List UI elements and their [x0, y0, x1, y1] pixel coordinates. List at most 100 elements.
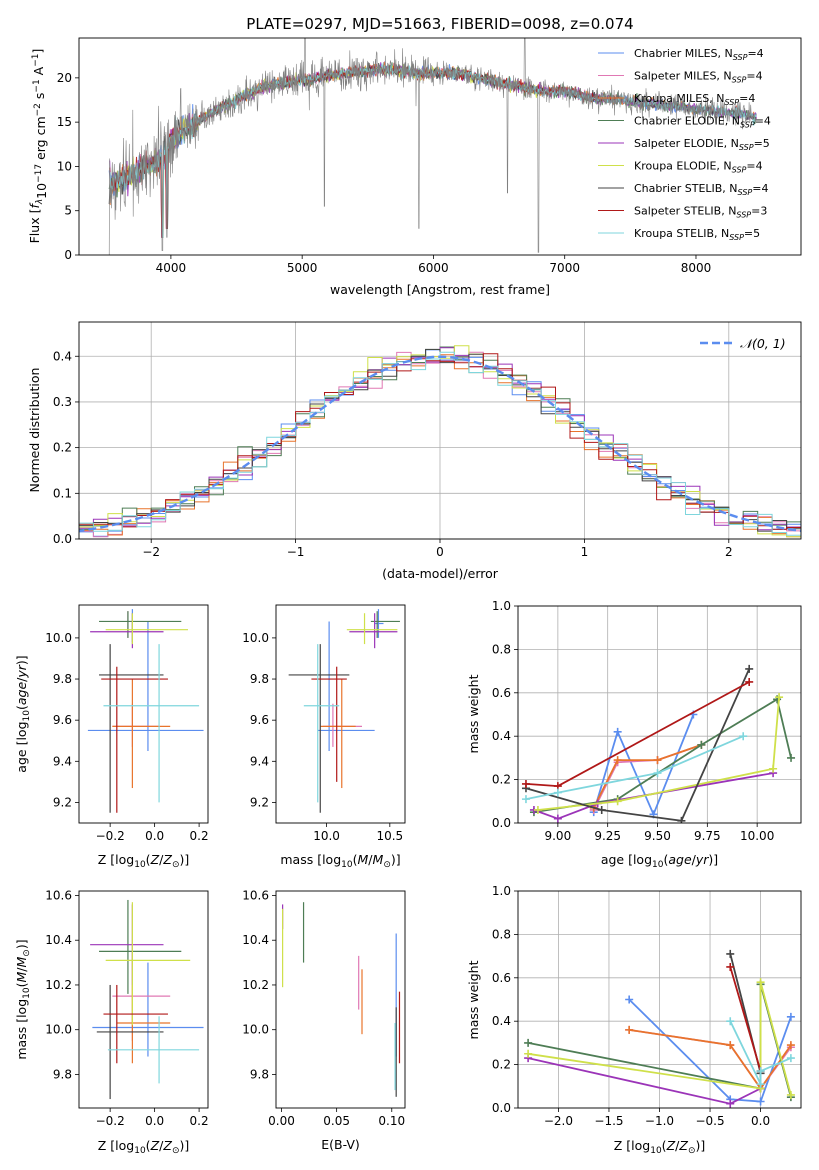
y-axis-label: age [log10(age/yr)] — [14, 655, 32, 772]
y-tick-label: 0.3 — [53, 395, 72, 409]
x-axis-label-part: ( — [146, 1138, 151, 1153]
weight-point-marker — [786, 1012, 795, 1021]
panel-mass-vs-Z: −0.2 0.0 0.29.810.010.210.410.6Z [log10(Z/… — [14, 888, 209, 1156]
legend-series-name: Chabrier MILES, N — [634, 47, 733, 60]
x-axis-label-part: age — [668, 852, 692, 867]
y-axis-label: mass [log10(M/M⊙)] — [14, 939, 32, 1059]
x-tick-label: 10.00 — [740, 829, 774, 843]
chart-title: PLATE=0297, MJD=51663, FIBERID=0098, z=0… — [246, 15, 633, 33]
y-tick-label: 9.6 — [53, 713, 72, 727]
plot-area — [87, 609, 204, 813]
legend-entry: 𝒩(0, 1) — [740, 336, 786, 351]
y-tick-label: 10.0 — [45, 631, 72, 645]
legend-subscript: SSP — [736, 211, 751, 220]
legend-entry: Kroupa ELODIE, NSSP=4 — [634, 160, 763, 175]
x-axis-label-part: )] — [708, 852, 718, 867]
x-axis-label-part: M — [373, 852, 384, 867]
y-tick-label: 9.4 — [53, 754, 72, 768]
y-tick-label: 9.8 — [53, 1067, 72, 1081]
y-tick-label: 9.6 — [250, 713, 269, 727]
x-axis-label-part: Z [log — [614, 1138, 650, 1153]
panel-spectrum: 4000 5000 6000 7000 8000 0 5 10 15 20 PLATE=0297, … — [27, 15, 802, 297]
y-tick-label: 1.0 — [492, 884, 511, 898]
x-tick-label: −0.5 — [695, 1114, 724, 1128]
x-tick-label: 1 — [581, 545, 589, 559]
legend-subscript: SSP — [724, 98, 739, 107]
legend-nssp: =5 — [744, 227, 760, 240]
y-axis-label-part: ⊙ — [22, 949, 32, 957]
y-tick-label: 0.0 — [492, 1101, 511, 1115]
x-axis-label-part: 10 — [134, 860, 146, 870]
axes-frame — [78, 37, 802, 256]
y-axis-label-part: 10 — [22, 710, 32, 722]
legend-nssp: =4 — [746, 70, 762, 83]
x-axis-label-part: Z — [150, 852, 160, 867]
y-axis-label: mass weight — [466, 960, 481, 1039]
x-tick-label: 8000 — [681, 261, 712, 275]
legend-subscript: SSP — [732, 166, 747, 175]
weight-point-marker — [726, 1017, 735, 1026]
weight-series-line — [629, 1029, 792, 1091]
legend-nssp: =5 — [754, 137, 770, 150]
axes-frame — [275, 604, 406, 824]
x-axis-label-part: ( — [663, 852, 668, 867]
legend-series-name: Chabrier ELODIE, N — [634, 115, 740, 128]
observed-spectrum-line — [108, 38, 757, 255]
y-axis-label-part: 10 — [22, 987, 32, 999]
weight-series-line — [527, 981, 792, 1096]
normal-reference-curve — [79, 355, 801, 533]
y-axis-label-part: −17 — [34, 164, 44, 183]
y-tick-label: 0.8 — [492, 927, 511, 941]
legend-subscript: SSP — [733, 53, 748, 62]
x-tick-label: 9.25 — [594, 829, 621, 843]
y-tick-label: 10.6 — [242, 888, 269, 902]
x-tick-label: 10.5 — [376, 829, 403, 843]
x-tick-label: −1.0 — [645, 1114, 674, 1128]
x-axis-label-part: ( — [146, 852, 151, 867]
y-tick-label: 10 — [57, 159, 72, 173]
plot-area — [282, 902, 401, 1097]
plot-area — [90, 899, 204, 1100]
y-tick-label: 9.8 — [53, 672, 72, 686]
legend-subscript: SSP — [732, 76, 747, 85]
weight-point-marker — [553, 814, 562, 823]
weight-point-marker — [613, 756, 622, 765]
y-tick-label: 10.2 — [242, 978, 269, 992]
y-axis-label-part: age — [14, 682, 29, 706]
x-tick-label: 0.10 — [378, 1114, 405, 1128]
y-axis-label-part: age [log — [14, 721, 29, 772]
y-axis-label-part: erg cm — [33, 116, 48, 164]
y-axis-label-part: / — [14, 967, 29, 972]
x-axis-label-part: / — [159, 852, 164, 867]
y-tick-label: 9.2 — [250, 795, 269, 809]
x-axis-label-part: )] — [391, 852, 401, 867]
x-tick-label: −0.2 — [96, 829, 125, 843]
weight-point-marker — [653, 769, 662, 778]
y-tick-label: 0.2 — [492, 1058, 511, 1072]
weight-point-marker — [625, 1025, 634, 1034]
x-tick-label: 0.2 — [190, 1114, 209, 1128]
y-axis-label-part: / — [14, 677, 29, 682]
x-tick-label: 5000 — [287, 261, 318, 275]
y-axis-label-part: 10 — [34, 183, 49, 199]
weight-point-marker — [625, 995, 634, 1004]
y-axis-label-part: −1 — [31, 53, 41, 66]
x-axis-label-part: )] — [179, 852, 189, 867]
y-axis-label-part: s — [32, 93, 47, 104]
x-tick-label: 9.50 — [644, 829, 671, 843]
weight-point-marker — [653, 756, 662, 765]
x-tick-label: 0.2 — [190, 829, 209, 843]
weight-point-marker — [786, 1090, 795, 1099]
x-tick-label: 0.0 — [145, 829, 164, 843]
x-axis-label-part: mass [log — [280, 852, 341, 867]
weight-point-marker — [677, 816, 686, 823]
legend-entry: Kroupa MILES, NSSP=4 — [634, 92, 755, 107]
y-tick-label: 0.6 — [492, 971, 511, 985]
y-tick-label: 15 — [57, 115, 72, 129]
x-axis-label: (data-model)/error — [382, 566, 499, 581]
legend-subscript: SSP — [729, 233, 744, 242]
x-axis-label-part: Z [log — [98, 1138, 134, 1153]
y-axis-label-part: )] — [14, 939, 29, 949]
